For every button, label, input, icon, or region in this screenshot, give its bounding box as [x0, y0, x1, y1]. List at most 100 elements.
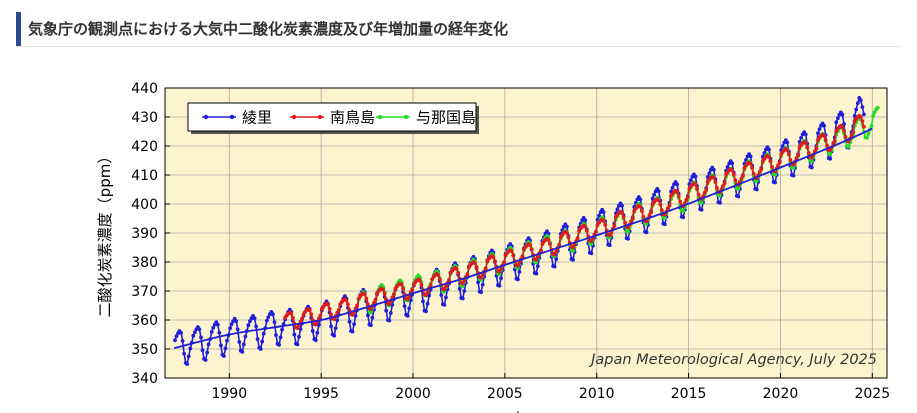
data-point — [246, 323, 251, 328]
legend-label: 綾里 — [242, 109, 272, 127]
y-tick-label: 370 — [131, 284, 158, 300]
data-point — [751, 171, 756, 176]
data-point — [197, 327, 202, 332]
data-point — [656, 189, 661, 194]
data-point — [767, 155, 771, 159]
data-point — [862, 125, 866, 129]
data-point — [871, 113, 875, 118]
data-point — [295, 326, 300, 330]
data-point — [809, 155, 814, 160]
data-point — [552, 264, 557, 269]
data-point — [366, 302, 370, 307]
data-point — [739, 176, 744, 181]
y-tick-label: 440 — [131, 81, 158, 97]
data-point — [822, 134, 826, 138]
data-point — [476, 280, 480, 285]
data-point — [748, 161, 753, 166]
data-point — [333, 326, 338, 330]
data-point — [219, 343, 223, 348]
data-point — [499, 276, 503, 281]
data-point — [405, 297, 410, 301]
data-point — [399, 282, 404, 287]
data-point — [241, 342, 246, 347]
data-point — [347, 308, 352, 312]
data-point — [280, 327, 284, 332]
data-point — [347, 319, 352, 324]
data-point — [344, 298, 349, 303]
data-point — [529, 247, 534, 252]
x-tick-label: 2020 — [763, 386, 799, 402]
data-point — [601, 218, 606, 223]
data-point — [350, 329, 355, 334]
data-point — [805, 145, 810, 150]
data-point — [757, 169, 762, 174]
data-point — [335, 310, 340, 315]
data-point — [407, 306, 412, 311]
y-tick-label: 350 — [131, 342, 158, 358]
data-point — [309, 312, 314, 317]
data-point — [594, 229, 598, 234]
data-point — [713, 180, 718, 184]
data-point — [388, 311, 393, 315]
data-point — [410, 287, 415, 292]
data-point — [659, 208, 664, 213]
data-point — [754, 179, 759, 184]
data-point — [277, 343, 281, 347]
legend-swatch-marker — [291, 114, 297, 120]
data-point — [554, 249, 559, 254]
data-point — [872, 110, 877, 115]
data-point — [493, 259, 497, 263]
data-point — [289, 311, 294, 316]
data-point — [454, 267, 459, 271]
data-point — [437, 277, 442, 281]
x-tick-label: 1990 — [211, 386, 247, 402]
data-point — [182, 351, 187, 356]
data-point — [252, 316, 257, 321]
data-point — [787, 152, 791, 157]
data-point — [424, 309, 428, 314]
data-point — [565, 231, 569, 235]
data-point — [666, 206, 670, 211]
data-point — [601, 210, 606, 215]
data-point — [836, 116, 840, 121]
data-point — [373, 297, 378, 302]
data-point — [650, 196, 655, 201]
data-point — [571, 245, 575, 250]
y-tick-label: 360 — [131, 313, 158, 329]
data-point — [685, 195, 690, 199]
data-point — [612, 224, 617, 228]
data-point — [696, 192, 701, 197]
data-point — [442, 303, 447, 307]
data-point — [362, 292, 367, 297]
data-point — [658, 202, 663, 207]
data-point — [313, 322, 318, 327]
data-point — [384, 308, 389, 313]
data-point — [828, 156, 833, 161]
data-point — [300, 316, 304, 321]
data-point — [777, 160, 782, 165]
data-point — [759, 167, 764, 171]
data-point — [699, 200, 704, 205]
data-point — [369, 323, 373, 328]
y-tick-label: 420 — [131, 139, 158, 155]
data-point — [243, 334, 248, 339]
data-point — [188, 346, 193, 351]
axis-ticks: 1990 1995 2000 2005 2010 2015 2020 2025 340 350 36… — [131, 81, 890, 402]
data-point — [534, 271, 539, 276]
data-point — [329, 324, 333, 329]
data-point — [447, 278, 451, 283]
y-axis-label: 二酸化炭素濃度（ppm） — [96, 149, 114, 318]
data-point — [516, 263, 520, 268]
data-point — [424, 293, 428, 297]
data-point — [223, 346, 228, 351]
y-tick-label: 390 — [131, 226, 158, 242]
data-point — [589, 251, 594, 256]
data-point — [193, 330, 197, 335]
data-point — [638, 205, 643, 209]
data-point — [711, 176, 716, 180]
data-point — [621, 215, 626, 219]
data-point — [822, 123, 826, 128]
data-point — [318, 313, 323, 318]
data-point — [768, 159, 773, 164]
data-point — [425, 290, 430, 295]
